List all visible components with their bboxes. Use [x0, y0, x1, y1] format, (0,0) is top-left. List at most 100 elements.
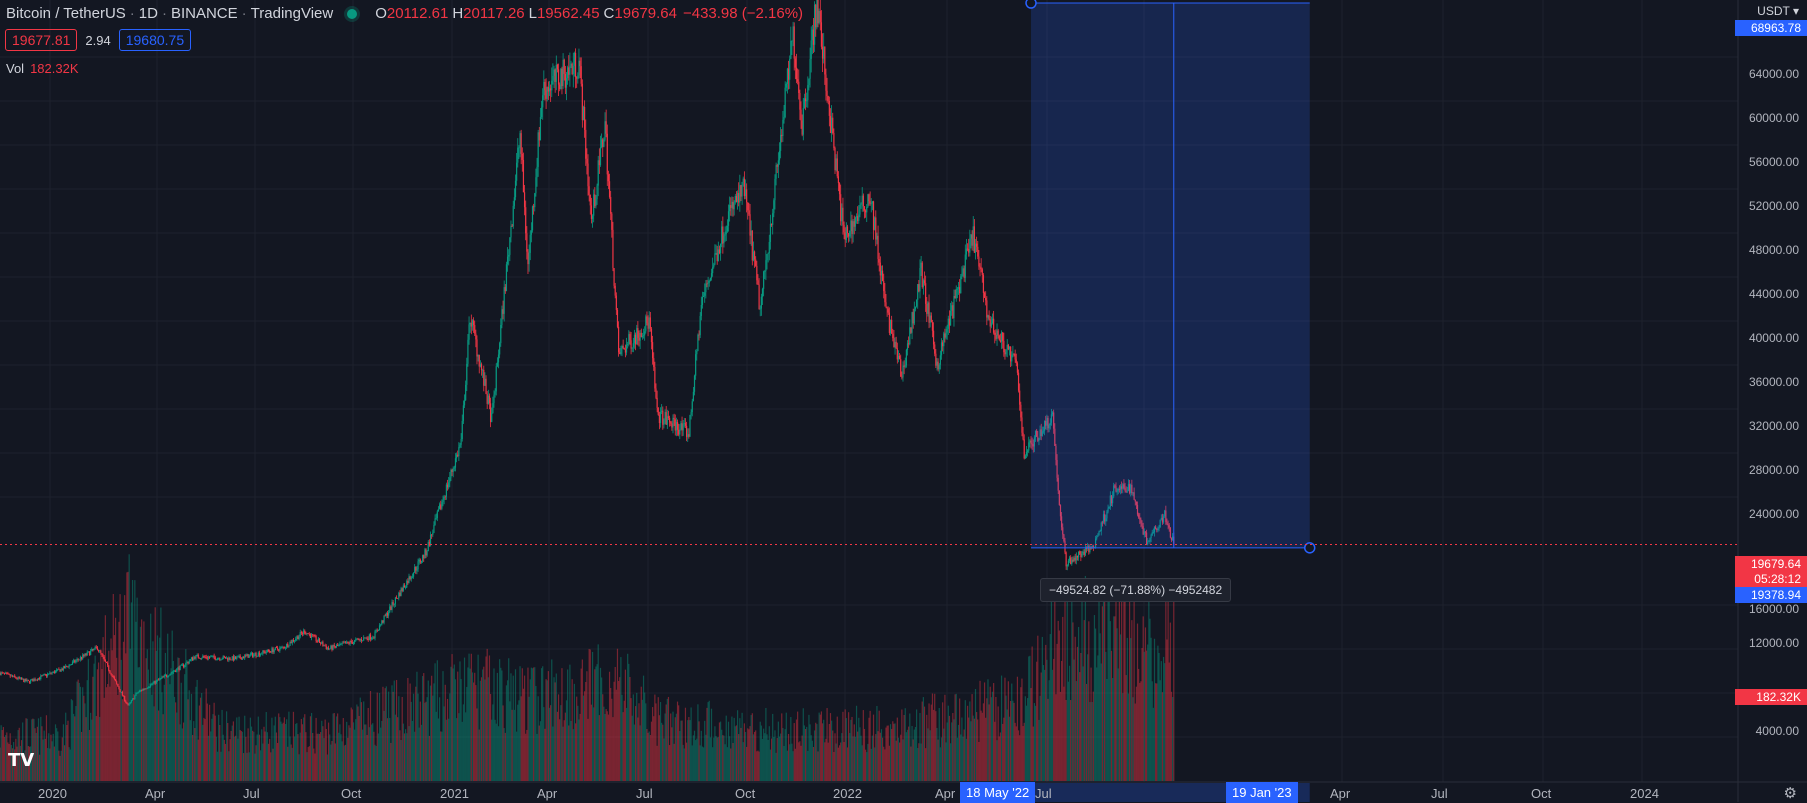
gear-icon[interactable]: ⚙ [1783, 785, 1797, 802]
candle-body [722, 226, 724, 244]
price-tick-label: 64000.00 [1748, 67, 1799, 81]
candle-body [565, 78, 568, 88]
volume-bar [726, 747, 728, 781]
volume-bar [636, 692, 638, 781]
volume-bar [471, 672, 474, 781]
candle-body [196, 654, 198, 656]
volume-bar [773, 737, 775, 781]
candle-body [358, 639, 360, 640]
volume-bar [448, 718, 450, 781]
volume-bar [112, 593, 114, 781]
candle-body [761, 288, 764, 297]
candle-body [158, 679, 160, 681]
bid-price[interactable]: 19677.81 [5, 29, 78, 51]
candle-body [940, 342, 943, 356]
candle-body [1094, 538, 1097, 548]
volume-bar [454, 679, 457, 781]
volume-bar [281, 723, 283, 781]
volume-bar [627, 653, 629, 781]
candle-body [460, 438, 462, 445]
candle-body [230, 659, 232, 661]
volume-bar [647, 732, 649, 781]
volume-bar [769, 749, 772, 781]
candle-body [520, 133, 522, 154]
volume-bar [684, 707, 687, 781]
volume-bar [780, 733, 782, 781]
candle-body [312, 634, 314, 636]
candle-body [503, 287, 505, 314]
candle-body [978, 256, 980, 267]
volume-bar [586, 671, 588, 781]
candle-body [646, 316, 648, 323]
ask-price[interactable]: 19680.75 [118, 29, 192, 51]
volume-bar [942, 702, 944, 781]
candle-body [231, 656, 233, 660]
volume-bar [614, 666, 616, 781]
volume-bar [1104, 582, 1106, 781]
candle-body [701, 297, 704, 306]
candle-body [919, 267, 921, 292]
candle-body [696, 350, 698, 355]
candle-body [391, 602, 393, 610]
candle-body [559, 84, 561, 90]
tradingview-logo-icon[interactable]: 𝗧𝗩 [8, 750, 35, 770]
candle-body [52, 671, 54, 673]
volume-bar [914, 726, 917, 781]
candle-body [371, 637, 373, 640]
candle-body [408, 576, 410, 583]
candle-body [1121, 486, 1123, 489]
currency-selector[interactable]: USDT ▾ [1749, 0, 1807, 22]
candle-body [303, 630, 305, 634]
symbol-name[interactable]: Bitcoin / TetherUS [6, 5, 126, 22]
volume-bar [658, 715, 660, 781]
volume-bar [551, 659, 553, 781]
volume-bar [1017, 730, 1020, 781]
volume-bar [1020, 687, 1022, 781]
volume-bar [824, 742, 826, 781]
volume-bar [671, 727, 673, 781]
volume-bar [250, 726, 253, 781]
candle-body [334, 646, 336, 648]
candle-body [306, 633, 308, 635]
candle-body [1054, 428, 1056, 446]
volume-bar [987, 679, 989, 781]
candle-body [338, 644, 340, 646]
volume-bar [1027, 698, 1029, 781]
volume-bar [667, 696, 670, 781]
volume-bar [945, 742, 947, 781]
market-status-icon[interactable] [347, 8, 358, 19]
candle-body [60, 669, 62, 672]
interval[interactable]: 1D [138, 5, 158, 22]
volume-bar [402, 723, 404, 781]
candle-body [257, 652, 259, 657]
candle-body [129, 702, 131, 704]
volume-bar [540, 668, 543, 781]
volume-legend[interactable]: Vol 182.32K [6, 61, 79, 76]
volume-bar [1005, 695, 1007, 781]
volume-bar [11, 748, 14, 781]
volume-bar [862, 710, 864, 781]
volume-bar [15, 738, 17, 781]
volume-bar [440, 731, 442, 781]
candle-body [373, 637, 375, 639]
volume-bar [1102, 588, 1105, 781]
symbol-header[interactable]: Bitcoin / TetherUS · 1D · BINANCE · Trad… [6, 5, 803, 22]
candle-body [702, 295, 705, 298]
candle-body [261, 653, 263, 655]
volume-bar [130, 602, 133, 781]
candle-body [913, 308, 915, 324]
candle-body [534, 193, 536, 208]
volume-bar [478, 729, 480, 781]
volume-bar [1122, 693, 1124, 781]
volume-bar [794, 748, 796, 781]
volume-bar [142, 687, 144, 781]
candle-body [1007, 344, 1009, 350]
volume-bar [818, 712, 820, 781]
candle-body [117, 683, 119, 687]
volume-bar [640, 686, 642, 781]
candle-body [66, 665, 68, 667]
candle-body [497, 354, 500, 363]
candle-body [179, 665, 181, 671]
candle-body [1062, 527, 1064, 535]
